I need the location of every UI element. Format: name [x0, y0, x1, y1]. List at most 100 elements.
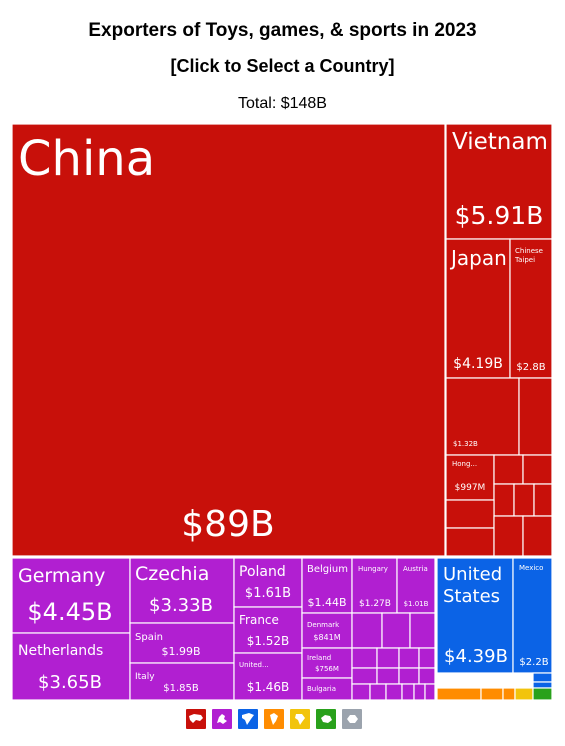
tile-south-america-small-31[interactable] [502, 687, 516, 701]
tile-europe-small-10[interactable] [351, 612, 383, 649]
tile-europe-small-20[interactable] [418, 667, 436, 685]
tile-poland-label: Poland [239, 564, 286, 580]
south-america-icon [270, 713, 278, 725]
legend-africa[interactable] [290, 709, 310, 729]
tile-united-states-label: United [443, 564, 502, 585]
tile-denmark-label: Denmark [307, 621, 340, 629]
tile-netherlands-label: Netherlands [18, 643, 103, 659]
tile-europe-small-13[interactable] [351, 647, 378, 669]
tile-austria[interactable] [396, 557, 436, 614]
tile-chinese-taipei[interactable] [509, 238, 553, 379]
tile-united-states-label-2: States [443, 586, 500, 607]
legend-north-america[interactable] [238, 709, 258, 729]
tile-asia-small-8[interactable] [493, 515, 524, 557]
tile-poland-value: $1.61B [245, 586, 291, 601]
tile-asia-small-9[interactable] [522, 515, 553, 557]
tile-europe-small-16[interactable] [418, 647, 436, 669]
tile-austria-value: $1.01B [404, 600, 429, 608]
tile-south-america-small-30[interactable] [480, 687, 504, 701]
tile-asia-small-7[interactable] [445, 527, 495, 557]
tile-asia-small-0[interactable] [518, 377, 553, 456]
tile-vietnam-label: Vietnam [452, 129, 548, 155]
tile-germany[interactable] [11, 557, 131, 634]
tile-ireland[interactable] [301, 647, 353, 679]
tile-europe-small-11[interactable] [381, 612, 411, 649]
tile-denmark[interactable] [301, 612, 353, 649]
tile-asia-small-4[interactable] [513, 483, 535, 517]
tile-ireland-label: Ireland [307, 654, 331, 662]
tile-europe-small-17[interactable] [351, 667, 378, 685]
tile-oceania-small-33[interactable] [532, 687, 553, 701]
tile-europe-small-15[interactable] [398, 647, 420, 669]
tile-netherlands[interactable] [11, 632, 131, 701]
tile-chinese-taipei-value: $2.8B [516, 362, 545, 373]
tile-vietnam-value: $5.91B [455, 201, 544, 230]
tile-europe-small-26[interactable] [424, 683, 436, 701]
total-label: Total: $148B [238, 95, 327, 112]
tile-tile-value: $1.32B [453, 440, 478, 448]
tile-asia-small-3[interactable] [493, 483, 515, 517]
oceania-icon [321, 715, 332, 723]
legend-oceania[interactable] [316, 709, 336, 729]
legend-antarctica[interactable] [342, 709, 362, 729]
north-america-icon [242, 713, 254, 725]
tile-europe-small-12[interactable] [409, 612, 436, 649]
tile-europe-small-22[interactable] [369, 683, 387, 701]
tile-europe-small-23[interactable] [385, 683, 403, 701]
tile-hong-value: $997M [455, 483, 486, 493]
tile-asia-small-5[interactable] [533, 483, 553, 517]
tile-hungary[interactable] [351, 557, 398, 614]
tile-china-value: $89B [181, 504, 274, 545]
tile-asia-small-6[interactable] [445, 499, 495, 529]
tile-europe-small-14[interactable] [376, 647, 400, 669]
tile-china[interactable] [11, 123, 446, 557]
tile-austria-label: Austria [403, 565, 428, 573]
tile-europe-small-18[interactable] [376, 667, 400, 685]
tile-japan-label: Japan [449, 246, 507, 270]
europe-icon [217, 714, 227, 724]
africa-icon [295, 714, 305, 725]
tile-czechia-label: Czechia [135, 563, 209, 585]
antarctica-icon [347, 715, 358, 723]
legend-europe[interactable] [212, 709, 232, 729]
tile-france-label: France [239, 613, 279, 627]
tile-europe-small-21[interactable] [351, 683, 371, 701]
tile-vietnam[interactable] [445, 123, 553, 240]
tile-chinese-taipei-label-2: Taipei [514, 256, 535, 264]
tile-bulgaria-label: Bulgaria [307, 685, 336, 693]
tile-spain-value: $1.99B [161, 645, 200, 658]
tile-mexico[interactable] [512, 557, 553, 674]
tile-spain[interactable] [129, 622, 235, 664]
tile-asia-small-2[interactable] [522, 454, 553, 485]
tile-hong[interactable] [445, 454, 495, 501]
tile-africa-small-32[interactable] [514, 687, 534, 701]
select-country-link[interactable]: [Click to Select a Country] [170, 56, 395, 76]
tile-north-america-small-27[interactable] [532, 672, 553, 683]
legend-asia[interactable] [186, 709, 206, 729]
tile-france-value: $1.52B [247, 634, 290, 648]
tile-chinese-taipei-label: Chinese [515, 247, 543, 255]
tile-south-america-small-29[interactable] [436, 687, 482, 701]
tile-asia-small-1[interactable] [493, 454, 524, 485]
tile-poland[interactable] [233, 557, 303, 608]
tile-united-label: United... [239, 661, 269, 669]
tile-europe-small-24[interactable] [401, 683, 415, 701]
tile-spain-label: Spain [135, 632, 163, 643]
tile-tile[interactable] [445, 377, 520, 456]
tile-china-label: China [18, 131, 155, 187]
tile-united-states[interactable] [436, 557, 514, 674]
tile-czechia-value: $3.33B [149, 595, 213, 616]
tile-italy-value: $1.85B [163, 683, 199, 694]
tile-italy-label: Italy [135, 672, 155, 682]
tile-mexico-label: Mexico [519, 564, 543, 572]
tile-europe-small-19[interactable] [398, 667, 420, 685]
tile-united[interactable] [233, 652, 303, 701]
legend-south-america[interactable] [264, 709, 284, 729]
tile-europe-small-25[interactable] [413, 683, 426, 701]
tile-north-america-small-28[interactable] [532, 681, 553, 689]
tile-denmark-value: $841M [313, 633, 340, 642]
tile-germany-value: $4.45B [27, 598, 112, 626]
tile-belgium-label: Belgium [307, 564, 348, 575]
tile-united-states-value: $4.39B [444, 646, 508, 667]
tile-united-value: $1.46B [247, 680, 290, 694]
